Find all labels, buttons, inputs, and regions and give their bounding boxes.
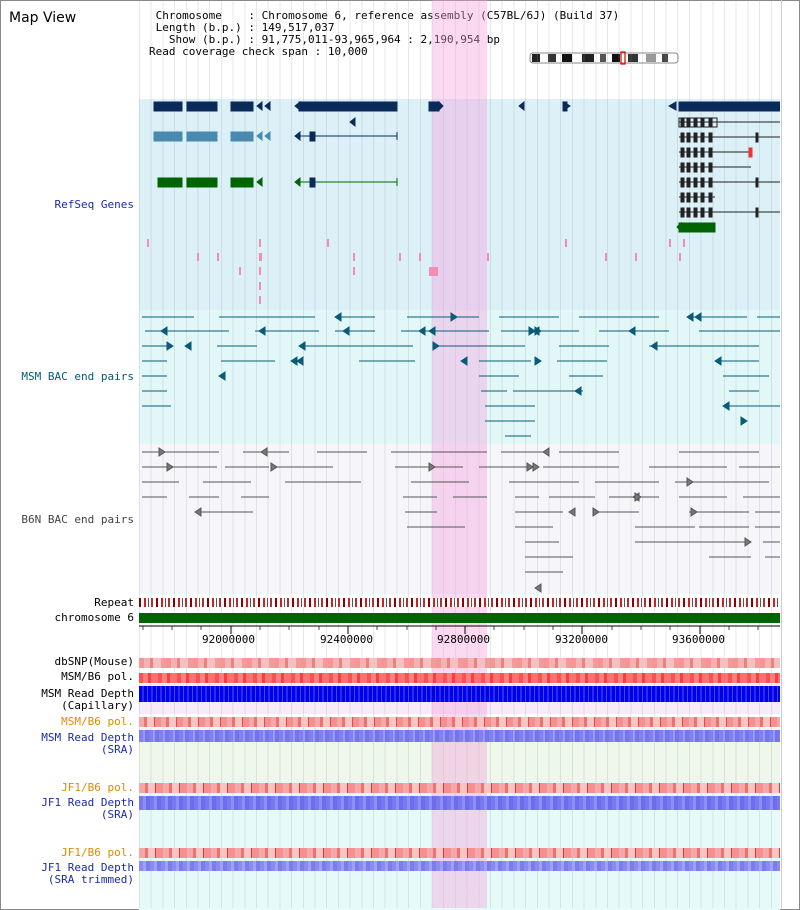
msm-read-depth-cap-track[interactable] xyxy=(139,686,780,702)
jf1-b6-pol-label-2[interactable]: JF1/B6 pol. xyxy=(61,846,134,859)
chromosome-info: Chromosome : Chromosome 6, reference ass… xyxy=(149,10,619,58)
coverage-row: Read coverage check span : 10,000 xyxy=(149,45,368,58)
refseq-genes-label[interactable]: RefSeq Genes xyxy=(54,198,134,211)
repeat-label[interactable]: Repeat xyxy=(94,596,134,609)
tick-label-4: 93200000 xyxy=(555,633,608,646)
b6n-bac-label[interactable]: B6N BAC end pairs xyxy=(21,513,134,526)
jf1-read-depth-sra-label[interactable]: JF1 Read Depth (SRA) xyxy=(41,796,134,821)
jf1-read-depth-trim-track[interactable] xyxy=(139,861,780,871)
chromosome-ideogram[interactable] xyxy=(528,51,681,65)
b6n-bac-plot[interactable] xyxy=(139,444,780,594)
msm-b6-pol-track-1[interactable] xyxy=(139,673,780,683)
right-boundary-line xyxy=(781,0,782,908)
jf1-b6-pol-track-1[interactable] xyxy=(139,783,780,793)
msm-b6-pol-label-2[interactable]: MSM/B6 pol. xyxy=(61,715,134,728)
msm-bac-plot[interactable] xyxy=(139,310,780,444)
show-row: Show (b.p.) : 91,775,011-93,965,964 : 2,… xyxy=(168,33,501,46)
selection-highlight[interactable] xyxy=(432,0,487,908)
chromosome-track-label[interactable]: chromosome 6 xyxy=(54,611,134,624)
chromosome-row: Chromosome : Chromosome 6, reference ass… xyxy=(155,9,620,22)
tick-label-1: 92000000 xyxy=(202,633,255,646)
refseq-genes-plot[interactable] xyxy=(139,99,780,310)
jf1-read-depth-sra-track[interactable] xyxy=(139,796,780,810)
tick-label-3: 92800000 xyxy=(437,633,490,646)
b6n-bac-track-bg xyxy=(139,444,780,594)
msm-read-depth-sra-label[interactable]: MSM Read Depth (SRA) xyxy=(41,731,134,756)
msm-b6-pol-track-2[interactable] xyxy=(139,717,780,727)
dbsnp-track[interactable] xyxy=(139,658,780,668)
jf1-b6-pol-label-1[interactable]: JF1/B6 pol. xyxy=(61,781,134,794)
tick-label-2: 92400000 xyxy=(320,633,373,646)
jf1-b6-pol-track-2[interactable] xyxy=(139,848,780,858)
position-axis xyxy=(139,625,780,634)
dbsnp-label[interactable]: dbSNP(Mouse) xyxy=(54,655,134,668)
msm-read-depth-sra-track[interactable] xyxy=(139,730,780,742)
tick-label-5: 93600000 xyxy=(672,633,725,646)
ideogram-position-marker xyxy=(620,51,626,65)
page-title: Map View xyxy=(9,10,77,26)
jf1-read-depth-trim-label[interactable]: JF1 Read Depth (SRA trimmed) xyxy=(41,861,134,886)
chromosome-bar[interactable] xyxy=(139,613,780,623)
msm-read-depth-cap-label[interactable]: MSM Read Depth (Capillary) xyxy=(41,687,134,712)
msm-bac-track-bg xyxy=(139,310,780,444)
msm-b6-pol-label-1[interactable]: MSM/B6 pol. xyxy=(61,670,134,683)
msm-bac-label[interactable]: MSM BAC end pairs xyxy=(21,370,134,383)
repeat-track[interactable] xyxy=(139,598,780,607)
length-row: Length (b.p.) : 149,517,037 xyxy=(155,21,335,34)
